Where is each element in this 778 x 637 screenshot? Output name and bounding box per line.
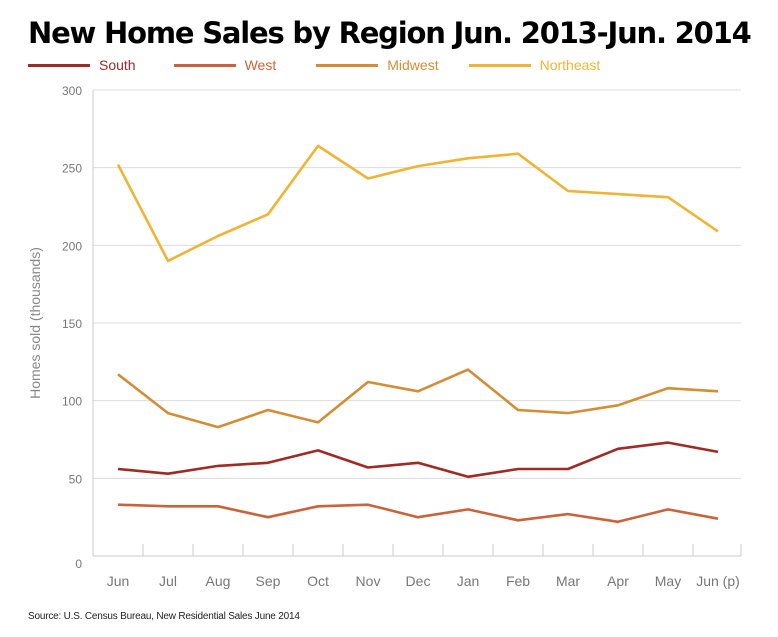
- series-lines: [116, 144, 719, 524]
- y-axis-label: Homes sold (thousands): [27, 247, 43, 399]
- legend-label-south: South: [99, 57, 136, 73]
- x-tick-label: Oct: [307, 573, 329, 589]
- y-tick-label: 200: [62, 239, 82, 253]
- x-tick-label: Mar: [556, 573, 580, 589]
- y-tick-label: 100: [62, 395, 82, 409]
- legend-item-midwest: Midwest: [316, 57, 439, 73]
- series-line-midwest: [117, 368, 719, 429]
- x-tick-label: Dec: [406, 573, 431, 589]
- legend-swatch-west: [173, 63, 236, 67]
- x-tick-label: Jun (p): [696, 573, 740, 589]
- chart-title: New Home Sales by Region Jun. 2013-Jun. …: [28, 16, 752, 50]
- x-tick-label: Jan: [457, 573, 480, 589]
- legend-swatch-northeast: [468, 63, 531, 67]
- y-tick-label: 150: [62, 317, 82, 331]
- legend-item-south: South: [28, 57, 136, 73]
- x-tick-label: Apr: [607, 573, 629, 589]
- y-tick-label: 50: [69, 472, 83, 486]
- x-tick-label: Nov: [356, 573, 381, 589]
- x-tick-label: Jun: [107, 573, 130, 589]
- source-note: Source: U.S. Census Bureau, New Resident…: [28, 611, 300, 622]
- x-tick-label: Sep: [256, 573, 281, 589]
- legend: South West Midwest Northeast: [28, 56, 628, 74]
- legend-label-midwest: Midwest: [387, 57, 439, 73]
- series-line-northeast: [116, 144, 719, 263]
- x-tick-label: Aug: [206, 573, 231, 589]
- x-tick-label: Jul: [159, 573, 177, 589]
- series-line-west: [117, 503, 719, 524]
- legend-swatch-midwest: [316, 63, 379, 67]
- x-tick-label: May: [655, 573, 681, 589]
- series-line-south: [117, 441, 719, 479]
- x-axis: Jun Jul Aug Sep Oct Nov Dec Jan Feb Mar Apr May Jun …: [92, 90, 742, 589]
- y-tick-label: 250: [62, 162, 82, 176]
- y-tick-label: 0: [75, 557, 82, 571]
- y-tick-label: 300: [62, 84, 82, 98]
- legend-label-west: West: [244, 57, 277, 73]
- legend-item-west: West: [173, 57, 277, 73]
- legend-label-northeast: Northeast: [539, 57, 601, 73]
- legend-swatch-south: [28, 63, 90, 67]
- legend-item-northeast: Northeast: [468, 57, 601, 73]
- y-tick-labels: 0 50 100 150 200 250 300: [62, 84, 82, 571]
- x-tick-label: Feb: [506, 573, 530, 589]
